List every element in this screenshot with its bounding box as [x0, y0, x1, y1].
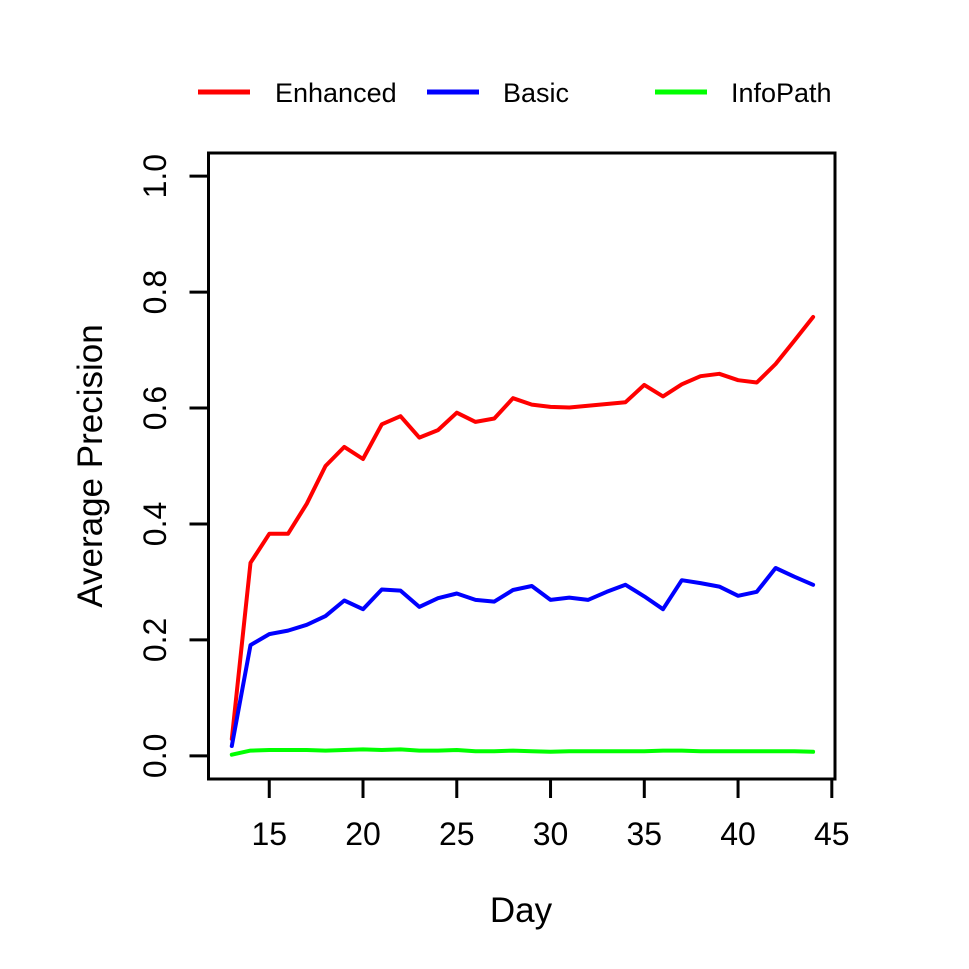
legend-label-infopath: InfoPath — [731, 78, 832, 108]
x-tick-label: 15 — [251, 816, 287, 852]
x-tick-label: 45 — [814, 816, 850, 852]
y-tick-label: 0.0 — [137, 734, 173, 778]
y-tick-label: 0.2 — [137, 618, 173, 662]
plot-box — [207, 151, 837, 781]
data-series — [229, 315, 816, 757]
legend-label-basic: Basic — [503, 78, 569, 108]
x-tick-label: 40 — [720, 816, 756, 852]
series-line-enhanced — [229, 315, 816, 741]
y-axis: 0.0 0.2 0.4 0.6 0.8 1.0 — [137, 154, 209, 778]
chart-legend: Enhanced Basic InfoPath — [198, 78, 832, 108]
legend-label-enhanced: Enhanced — [275, 78, 397, 108]
x-tick-label: 30 — [533, 816, 569, 852]
x-tick-label: 20 — [345, 816, 381, 852]
x-axis: 15 20 25 30 35 40 45 — [251, 779, 850, 852]
x-tick-label: 25 — [439, 816, 475, 852]
x-axis-title: Day — [490, 891, 553, 930]
series-line-basic — [229, 566, 816, 748]
y-tick-label: 0.4 — [137, 502, 173, 546]
y-tick-label: 0.6 — [137, 386, 173, 430]
series-line-infopath — [229, 747, 816, 757]
y-tick-label: 0.8 — [137, 270, 173, 314]
y-tick-label: 1.0 — [137, 154, 173, 198]
y-axis-title: Average Precision — [71, 324, 110, 607]
x-tick-label: 35 — [626, 816, 662, 852]
